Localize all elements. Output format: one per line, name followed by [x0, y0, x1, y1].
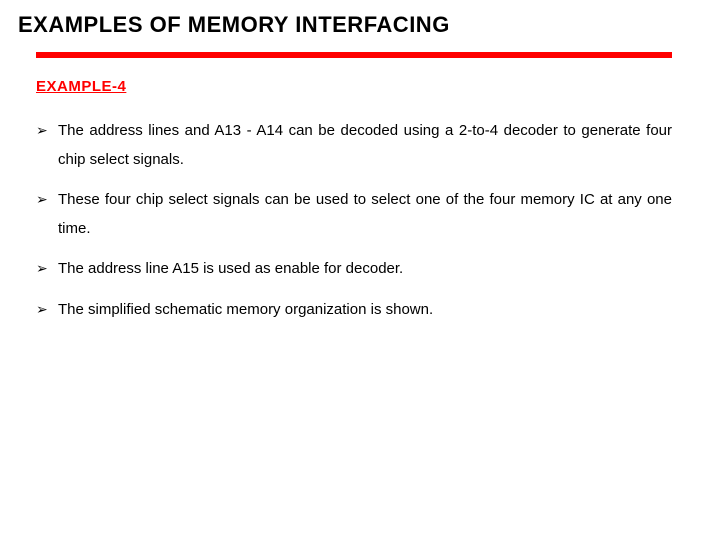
list-item: ➢ The address line A15 is used as enable… [36, 255, 672, 284]
bullet-icon: ➢ [36, 117, 48, 144]
bullet-icon: ➢ [36, 186, 48, 213]
bullet-icon: ➢ [36, 255, 48, 282]
bullet-text: The simplified schematic memory organiza… [58, 301, 433, 318]
divider-wrap [18, 52, 702, 58]
bullet-text: The address lines and A13 - A14 can be d… [58, 122, 672, 168]
divider [36, 52, 672, 58]
example-subheading: EXAMPLE-4 [36, 78, 702, 95]
bullet-text: The address line A15 is used as enable f… [58, 260, 403, 277]
bullet-list: ➢ The address lines and A13 - A14 can be… [18, 117, 702, 324]
bullet-icon: ➢ [36, 296, 48, 323]
bullet-text: These four chip select signals can be us… [58, 191, 672, 237]
list-item: ➢ The address lines and A13 - A14 can be… [36, 117, 672, 174]
list-item: ➢ These four chip select signals can be … [36, 186, 672, 243]
list-item: ➢ The simplified schematic memory organi… [36, 296, 672, 325]
page-title: EXAMPLES OF MEMORY INTERFACING [18, 12, 702, 38]
